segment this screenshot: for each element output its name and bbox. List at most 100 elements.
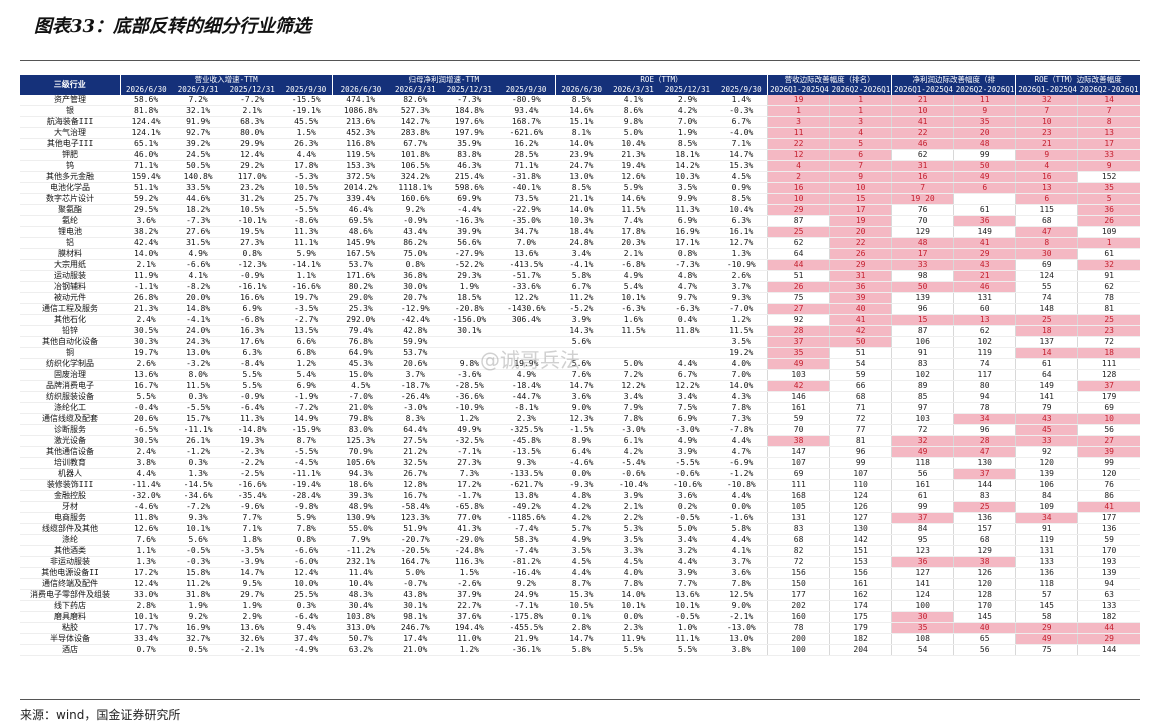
value-cell: -6.0% [280, 556, 333, 568]
rank-cell: 22 [767, 138, 830, 150]
value-cell: 29.0% [332, 292, 390, 304]
rank-cell: 48 [891, 237, 954, 249]
value-cell: 15.3% [715, 160, 768, 172]
value-cell: -28.4% [280, 490, 333, 502]
value-cell: 13.5% [280, 325, 333, 337]
value-cell: 80.0% [224, 127, 281, 139]
table-row: 氨纶 3.6% -7.3% -10.1% -8.6% 69.5% -0.9% -16.3% -3… [20, 215, 1140, 227]
value-cell: 1.9% [441, 281, 498, 293]
value-cell: 16.6% [224, 292, 281, 304]
rank-cell: 153 [829, 556, 892, 568]
corner-header: 三级行业 [20, 75, 121, 95]
value-cell: 3.8% [120, 457, 173, 469]
rank-cell: 9 [1015, 149, 1078, 161]
value-cell: 3.6% [715, 567, 768, 579]
value-cell: 7.0% [497, 237, 556, 249]
value-cell: 49.9% [441, 424, 498, 436]
rank-cell: 33 [891, 259, 954, 271]
value-cell: -3.0% [389, 402, 442, 414]
value-cell: 4.5% [607, 556, 660, 568]
rank-cell: 30 [891, 611, 954, 623]
rank-cell: 87 [891, 325, 954, 337]
top-rule [20, 60, 1140, 61]
value-cell: -11.4% [120, 479, 173, 491]
rank-cell: 31 [891, 160, 954, 172]
table-row: 纺织化学制品 2.6% -3.2% -8.4% 1.2% 45.3% 20.6% 9.8% 19… [20, 358, 1140, 370]
value-cell: 8.7% [555, 578, 608, 590]
value-cell: -80.9% [497, 95, 556, 106]
rank-cell: 10 [891, 105, 954, 117]
value-cell: -0.3% [172, 556, 225, 568]
value-cell: -1.1% [120, 281, 173, 293]
rank-cell: 145 [1015, 600, 1078, 612]
column-header: 2025/12/31 [659, 85, 716, 95]
value-cell: 5.3% [607, 523, 660, 535]
value-cell [607, 347, 660, 359]
value-cell: 116.8% [332, 138, 390, 150]
rank-cell: 21 [953, 270, 1016, 282]
value-cell: 44.6% [172, 193, 225, 205]
value-cell: 4.7% [715, 446, 768, 458]
value-cell: 8.7% [280, 435, 333, 447]
value-cell: 6.6% [280, 336, 333, 348]
value-cell: 76.8% [332, 336, 390, 348]
value-cell: 7.1% [224, 523, 281, 535]
value-cell: 29.9% [224, 138, 281, 150]
value-cell: 11.5% [715, 325, 768, 337]
value-cell: -36.1% [497, 644, 556, 656]
value-cell: 55.0% [332, 523, 390, 535]
industry-name: 非运动服装 [20, 556, 121, 568]
table-row: 半导体设备 33.4% 32.7% 32.6% 37.4% 50.7% 17.4% 11.0%… [20, 633, 1140, 645]
value-cell: 39.3% [332, 490, 390, 502]
value-cell: 10.5% [555, 600, 608, 612]
value-cell: 3.9% [607, 490, 660, 502]
table-row: 牙材 -4.6% -7.2% -9.6% -9.8% 48.9% -58.4% -65.8% -… [20, 501, 1140, 513]
rank-cell: 72 [767, 556, 830, 568]
industry-name: 被动元件 [20, 292, 121, 304]
value-cell: 142.7% [389, 116, 442, 128]
rank-cell: 119 [1015, 534, 1078, 546]
value-cell: -2.6% [441, 578, 498, 590]
value-cell: 41.3% [441, 523, 498, 535]
value-cell: 13.0% [715, 633, 768, 645]
value-cell: -11.1% [172, 424, 225, 436]
value-cell: 13.6% [120, 369, 173, 381]
rank-cell: 62 [891, 149, 954, 161]
table-row: 铝 42.4% 31.5% 27.3% 11.1% 145.9% 86.2% 56.6% 7.0… [20, 237, 1140, 249]
value-cell: 4.8% [555, 490, 608, 502]
value-cell: 14.9% [280, 413, 333, 425]
table-row: 品牌消费电子 16.7% 11.5% 5.5% 6.9% 4.5% -18.7% -28.5%… [20, 380, 1140, 392]
value-cell: 0.3% [172, 391, 225, 403]
table-row: 电商服务 11.8% 9.3% 7.7% 5.9% 130.9% 123.3% 77.0% -1… [20, 512, 1140, 524]
value-cell: 8.5% [715, 193, 768, 205]
table-row: 涤纶化工 -0.4% -5.5% -6.4% -7.2% 21.0% -3.0% -10.9%… [20, 402, 1140, 414]
rank-cell: 64 [1015, 369, 1078, 381]
industry-name: 钾肥 [20, 149, 121, 161]
value-cell: 4.4% [715, 534, 768, 546]
rank-cell: 14 [1015, 347, 1078, 359]
value-cell: 29.7% [224, 589, 281, 601]
industry-name: 激光设备 [20, 435, 121, 447]
value-cell: -1430.6% [497, 303, 556, 315]
rank-cell: 43 [1015, 413, 1078, 425]
value-cell: 10.0% [280, 578, 333, 590]
value-cell: 48.3% [332, 589, 390, 601]
value-cell: 75.0% [389, 248, 442, 260]
value-cell: 124.4% [120, 116, 173, 128]
industry-name: 通信线缆及配套 [20, 413, 121, 425]
value-cell: 6.4% [555, 446, 608, 458]
value-cell: 6.3% [224, 347, 281, 359]
value-cell: 15.8% [172, 567, 225, 579]
value-cell: -7.4% [497, 523, 556, 535]
value-cell: 4.0% [715, 358, 768, 370]
value-cell: 68.3% [224, 116, 281, 128]
value-cell: -9.8% [280, 501, 333, 513]
rank-cell: 1 [767, 105, 830, 117]
value-cell: 31.8% [172, 589, 225, 601]
rank-cell: 15 [891, 314, 954, 326]
table-row: 膜材料 14.0% 4.9% 0.8% 5.9% 167.5% 75.0% -27.9% 13.… [20, 248, 1140, 260]
value-cell: 167.5% [332, 248, 390, 260]
value-cell: 69.9% [441, 193, 498, 205]
rank-cell: 103 [891, 413, 954, 425]
value-cell: -45.8% [497, 435, 556, 447]
